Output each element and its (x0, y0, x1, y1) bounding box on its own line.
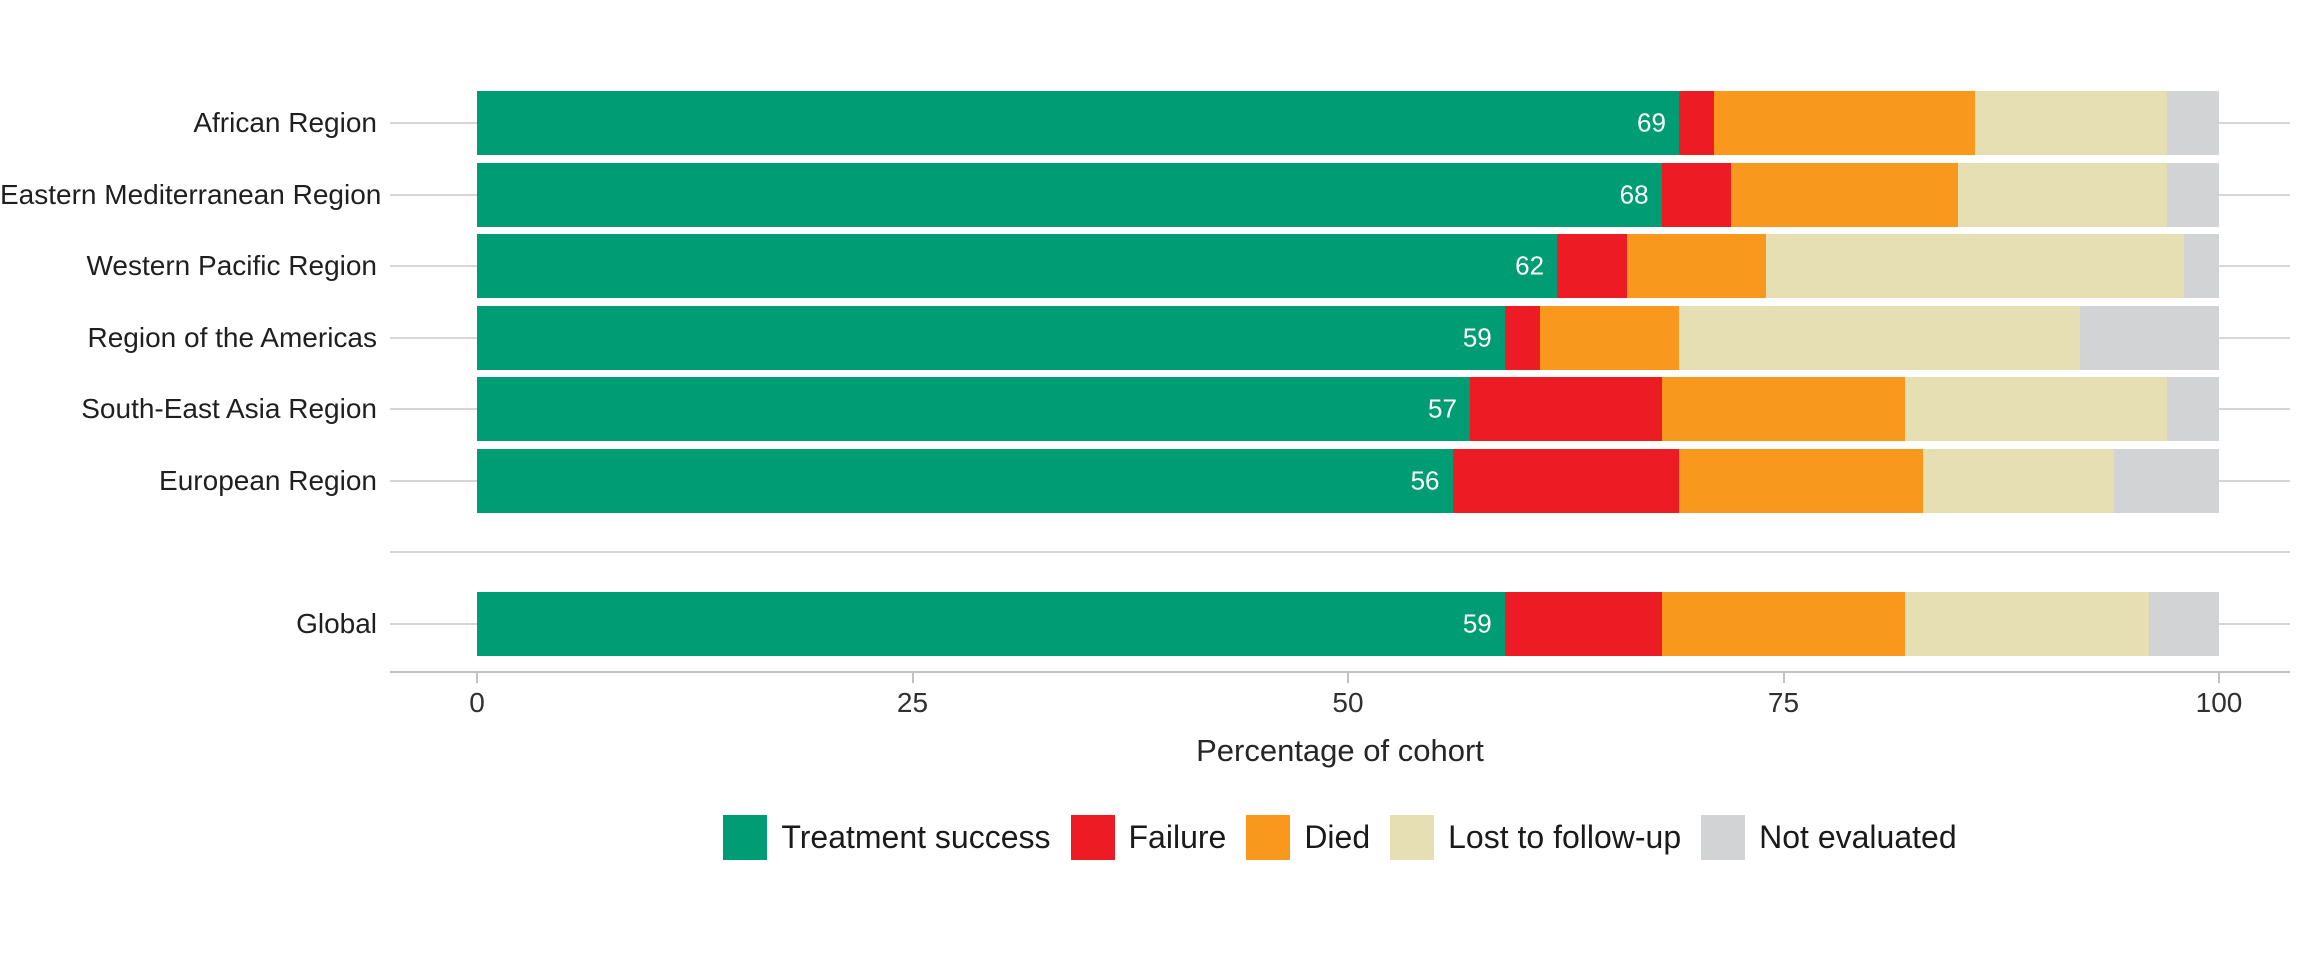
bar-segment-died (1713, 91, 1976, 155)
legend-swatch-icon (1701, 815, 1746, 860)
bar-value-label: 56 (1410, 465, 1440, 496)
legend-label: Treatment success (781, 819, 1051, 855)
bar-segment-treatment-success: 69 (477, 91, 1679, 155)
x-axis-tick-label: 25 (896, 687, 929, 718)
bar-segment-lost-to-follow-up (1905, 591, 2150, 656)
legend-item: Not evaluated (1701, 815, 1957, 860)
bar-segment-died (1661, 591, 1906, 656)
bar-row: 59 (477, 305, 2219, 370)
bar-segment-not-evaluated (2114, 448, 2219, 513)
legend-swatch-icon (1390, 815, 1435, 860)
bar-row: 68 (477, 162, 2219, 227)
bar-segment-lost-to-follow-up (1678, 305, 2080, 370)
bar-value-label: 69 (1637, 107, 1666, 138)
bar-segment-treatment-success: 62 (477, 234, 1558, 299)
bar-segment-lost-to-follow-up (1975, 91, 2167, 155)
legend-label: Died (1304, 819, 1371, 855)
category-label: Eastern Mediterranean Region (0, 178, 382, 210)
bar-segment-died (1661, 377, 1906, 442)
bar-segment-treatment-success: 59 (477, 305, 1505, 370)
category-label: European Region (159, 464, 377, 496)
legend-swatch-icon (1070, 815, 1115, 860)
bar-segment-died (1539, 305, 1679, 370)
x-axis-tick-mark (1782, 673, 1785, 683)
bar-segment-not-evaluated (2166, 162, 2219, 227)
legend: Treatment success Failure Died Lost to foll… (390, 815, 2290, 860)
bar-row: 69 (477, 91, 2219, 155)
x-axis-tick-mark (2218, 673, 2220, 683)
bar-segment-failure (1504, 305, 1540, 370)
legend-item: Lost to follow-up (1390, 815, 1681, 860)
x-axis-tick-label: 75 (1767, 687, 1800, 718)
x-axis-tick-label: 0 (469, 687, 485, 718)
x-axis-title: Percentage of cohort (1196, 733, 1484, 768)
bar-segment-treatment-success: 56 (477, 448, 1453, 513)
bar-segment-not-evaluated (2166, 377, 2219, 442)
bar-segment-died (1678, 448, 1923, 513)
bar-row: 56 (477, 448, 2219, 513)
category-label: African Region (193, 107, 377, 138)
bar-segment-failure (1678, 91, 1714, 155)
bar-segment-not-evaluated (2166, 91, 2219, 155)
bar-segment-lost-to-follow-up (1957, 162, 2167, 227)
bar-segment-treatment-success: 59 (477, 591, 1505, 656)
bar-segment-not-evaluated (2149, 591, 2219, 656)
bar-segment-failure (1661, 162, 1732, 227)
x-axis-tick-mark (1347, 673, 1349, 683)
x-axis-tick-label: 50 (1332, 687, 1364, 718)
x-axis-tick-mark (911, 673, 914, 683)
legend-swatch-icon (723, 815, 768, 860)
bar-segment-died (1626, 234, 1767, 299)
category-label: Western Pacific Region (86, 250, 378, 282)
bar-segment-failure (1504, 591, 1662, 656)
legend-label: Failure (1128, 819, 1227, 855)
legend-item: Failure (1070, 815, 1227, 860)
x-axis-tick-label: 100 (2195, 687, 2243, 718)
bar-value-label: 62 (1515, 250, 1545, 281)
bar-value-label: 57 (1428, 393, 1457, 424)
bar-segment-failure (1469, 377, 1662, 442)
x-axis-line (390, 671, 2290, 673)
bar-row: 62 (477, 234, 2219, 299)
legend-item: Treatment success (723, 815, 1051, 860)
bar-segment-not-evaluated (2079, 305, 2219, 370)
legend-label: Not evaluated (1759, 819, 1957, 855)
legend-swatch-icon (1246, 815, 1291, 860)
legend-item: Died (1246, 815, 1370, 860)
bar-segment-failure (1452, 448, 1679, 513)
bar-segment-lost-to-follow-up (1905, 377, 2167, 442)
category-label: South-East Asia Region (81, 393, 377, 425)
bar-segment-failure (1557, 234, 1627, 299)
bar-value-label: 68 (1619, 179, 1649, 210)
category-label: Region of the Americas (87, 321, 378, 353)
bar-row: 59 (477, 591, 2219, 656)
bar-segment-treatment-success: 68 (477, 162, 1662, 227)
category-label: Global (296, 607, 377, 639)
bar-segment-lost-to-follow-up (1922, 448, 2115, 513)
category-gridline (390, 551, 2290, 554)
bar-segment-not-evaluated (2184, 234, 2219, 299)
bar-segment-died (1731, 162, 1958, 227)
bar-value-label: 59 (1462, 322, 1492, 353)
bar-segment-treatment-success: 57 (477, 377, 1470, 442)
bar-value-label: 59 (1462, 608, 1492, 639)
bar-segment-lost-to-follow-up (1766, 234, 2185, 299)
bar-row: 57 (477, 377, 2219, 442)
legend-label: Lost to follow-up (1448, 819, 1682, 855)
x-axis-tick-mark (476, 673, 478, 683)
